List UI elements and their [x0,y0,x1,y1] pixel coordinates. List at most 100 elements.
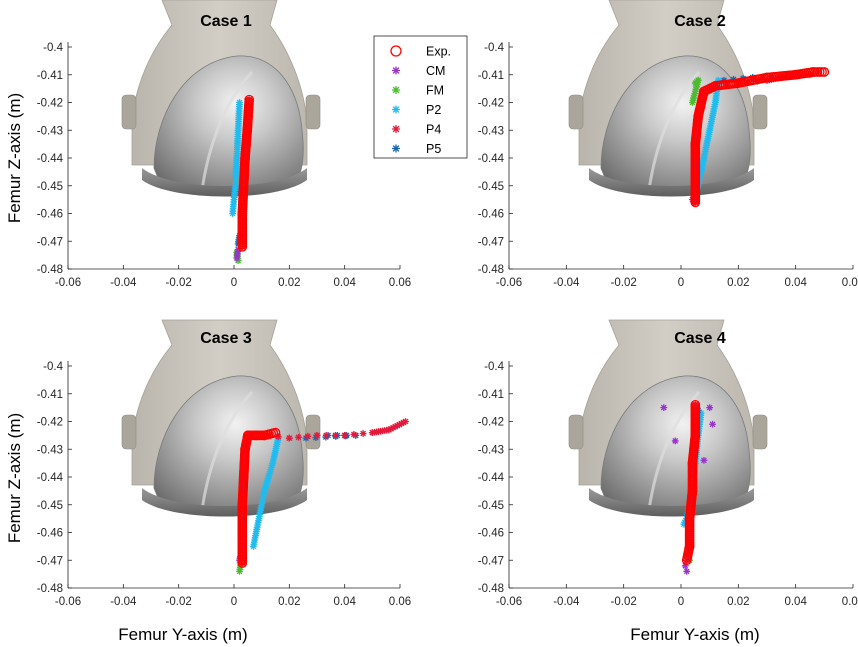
data-point [397,420,405,427]
y-tick-label: -0.46 [37,528,63,540]
y-tick-label: -0.45 [478,500,504,512]
series-p2 [229,99,243,217]
y-tick-label: -0.44 [37,153,64,165]
data-point [391,423,399,431]
y-tick-label: -0.4 [43,361,63,373]
data-point [689,99,696,106]
data-point [350,431,358,438]
x-tick-label: 0.04 [333,596,356,608]
femur-render-image [120,318,322,518]
y-tick-label: -0.42 [37,98,63,110]
legend-label: P4 [426,123,441,137]
y-tick-label: -0.48 [37,264,63,276]
data-point [341,431,349,439]
y-tick-label: -0.41 [478,70,504,82]
y-tick-label: -0.44 [478,472,505,484]
data-point [387,425,395,433]
y-tick-label: -0.47 [37,555,63,567]
x-tick-label: 0.04 [333,277,356,289]
data-point [274,433,282,441]
x-tick-label: -0.02 [166,277,192,289]
data-point [312,434,320,441]
y-tick-label: -0.41 [478,389,504,401]
data-point [402,418,409,425]
y-tick-label: -0.4 [43,42,63,54]
legend-marker [392,105,400,114]
x-axis-label: Femur Y-axis (m) [118,625,247,644]
legend-marker [392,144,400,153]
y-tick-label: -0.44 [37,472,64,484]
y-tick-label: -0.4 [484,361,504,373]
data-point [389,424,397,432]
panel-3: -0.4 -0.41 -0.42 -0.43 -0.44 -0.45 -0.46 -0.47 -… [37,318,411,608]
data-point [234,257,242,265]
data-point [270,427,281,438]
y-tick-label: -0.46 [37,209,63,221]
legend-label: Exp. [426,45,451,59]
data-point [393,422,401,430]
data-point [295,433,302,441]
data-point [709,420,716,428]
data-point [723,81,731,88]
y-tick-label: -0.48 [478,264,504,276]
x-axis-label: Femur Y-axis (m) [630,625,759,644]
legend-entry: CM [392,64,445,78]
legend-label: CM [426,64,445,78]
data-point [332,431,339,439]
data-point [681,555,692,566]
data-point [680,520,688,528]
x-tick-label: -0.04 [553,596,580,608]
x-tick-label: -0.04 [110,277,137,289]
series-exp [681,399,701,566]
legend-label: P5 [426,142,441,156]
legend: Exp. CM FM P2 P4 P5 [373,35,468,159]
y-tick-label: -0.46 [478,528,504,540]
data-point [313,431,321,439]
y-tick-label: -0.42 [478,417,504,429]
y-axis-label: Femur Z-axis (m) [5,413,24,543]
series-exp [690,67,830,208]
x-tick-label: -0.04 [553,277,580,289]
data-point [671,437,679,445]
legend-label: P2 [426,103,441,117]
x-tick-label: 0 [678,277,684,289]
data-point [385,426,393,434]
data-point [706,404,714,412]
x-tick-label: 0.06 [842,277,858,289]
data-point [681,562,689,570]
y-tick-label: -0.41 [37,70,63,82]
x-tick-label: -0.06 [55,596,81,608]
legend-entry: Exp. [390,45,451,59]
x-tick-label: 0.02 [727,277,749,289]
legend-entry: P2 [392,103,441,117]
y-tick-label: -0.43 [478,444,504,456]
chart-title: Case 2 [674,13,726,30]
y-tick-label: -0.46 [478,209,504,221]
x-tick-label: 0 [231,596,237,608]
data-point [395,421,403,429]
x-tick-label: -0.02 [166,596,192,608]
x-tick-label: 0.06 [389,596,411,608]
y-tick-label: -0.45 [478,181,504,193]
y-tick-label: -0.48 [478,583,504,595]
panel-2: -0.4 -0.41 -0.42 -0.43 -0.44 -0.45 -0.46 -0.47 -… [478,0,858,289]
data-point [660,404,668,412]
x-tick-label: 0.06 [842,596,858,608]
x-tick-label: 0.04 [784,277,807,289]
legend-entry: P5 [392,142,441,156]
x-tick-label: 0.02 [278,596,300,608]
x-tick-label: 0.02 [727,596,749,608]
series-exp [237,94,255,252]
chart-title: Case 3 [200,330,252,347]
y-tick-label: -0.48 [37,583,63,595]
data-point [237,241,248,252]
x-tick-label: 0.04 [784,596,807,608]
x-tick-label: -0.02 [611,596,637,608]
y-tick-label: -0.45 [37,500,63,512]
y-tick-label: -0.42 [478,98,504,110]
y-tick-label: -0.43 [37,125,63,137]
data-point [304,432,312,440]
y-tick-label: -0.42 [37,417,63,429]
series-exp [237,427,281,568]
x-tick-label: 0.02 [278,277,300,289]
